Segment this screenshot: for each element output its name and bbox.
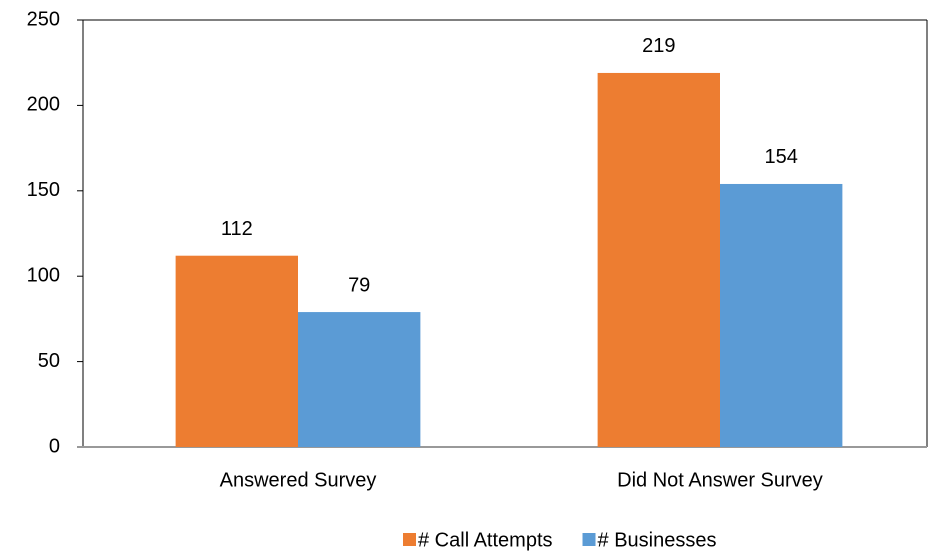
bar [175,255,298,447]
bar [298,312,421,447]
data-label: 219 [642,35,675,57]
y-tick-label: 200 [27,94,60,116]
y-tick-label: 50 [38,350,60,372]
x-tick-label: Did Not Answer Survey [617,469,823,491]
data-label: 154 [765,146,798,168]
y-tick-label: 100 [27,264,60,286]
data-label: 112 [221,218,253,240]
legend-swatch [403,533,416,546]
y-tick-label: 150 [27,179,60,201]
legend-label: # Call Attempts [418,529,553,551]
bar [597,72,720,447]
y-tick-label: 0 [49,435,60,457]
y-tick-label: 250 [27,8,60,30]
x-tick-label: Answered Survey [220,469,377,491]
bar [720,183,843,447]
legend-label: # Businesses [598,529,717,551]
data-label: 79 [348,274,370,296]
legend-swatch [582,533,596,546]
